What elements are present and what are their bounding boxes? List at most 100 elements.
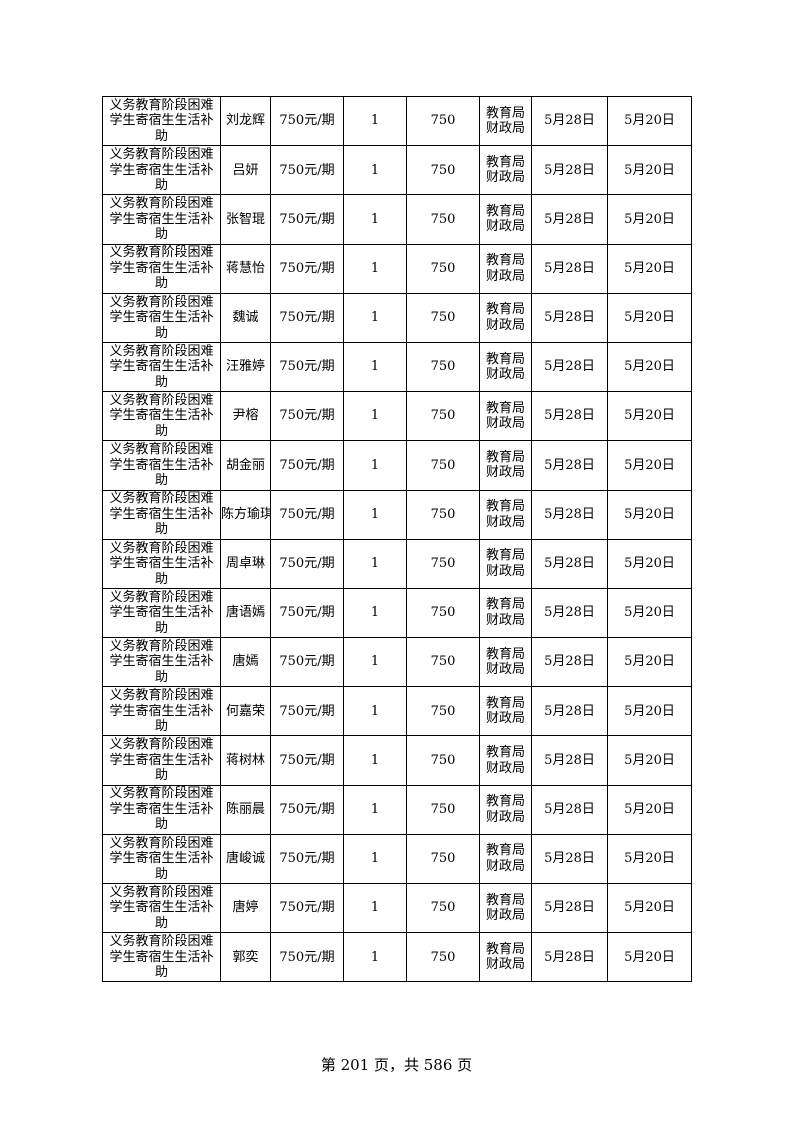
student-name-cell: 魏诚 (220, 292, 271, 343)
subsidy-item-cell: 义务教育阶段困难学生寄宿生生活补助 (102, 489, 221, 540)
date2-cell: 5月20日 (607, 391, 692, 442)
date1-cell: 5月28日 (531, 440, 608, 491)
date2-cell: 5月20日 (607, 784, 692, 835)
date1-cell: 5月28日 (531, 95, 608, 147)
table-row: 义务教育阶段困难学生寄宿生生活补助 刘龙辉 750元/期 1 750 教育局财政局 5月28… (102, 95, 692, 147)
student-name-cell: 蒋慧怡 (220, 243, 271, 294)
table-row: 义务教育阶段困难学生寄宿生生活补助 张智琨 750元/期 1 750 教育局财政局 5月28… (102, 194, 692, 245)
amount-cell: 750 (406, 489, 480, 540)
student-name-cell: 周卓琳 (220, 538, 271, 589)
table-row: 义务教育阶段困难学生寄宿生生活补助 胡金丽 750元/期 1 750 教育局财政局 5月28… (102, 440, 692, 491)
date2-cell: 5月20日 (607, 194, 692, 245)
standard-cell: 750元/期 (270, 243, 344, 294)
table-row: 义务教育阶段困难学生寄宿生生活补助 魏诚 750元/期 1 750 教育局财政局 5月28日… (102, 292, 692, 343)
amount-cell: 750 (406, 833, 480, 885)
amount-cell: 750 (406, 932, 480, 983)
subsidy-table: 义务教育阶段困难学生寄宿生生活补助 刘龙辉 750元/期 1 750 教育局财政局 5月28… (102, 95, 692, 983)
department-cell: 教育局财政局 (479, 587, 532, 639)
date1-cell: 5月28日 (531, 784, 608, 835)
amount-cell: 750 (406, 538, 480, 589)
count-cell: 1 (343, 243, 407, 294)
amount-cell: 750 (406, 95, 480, 147)
subsidy-item-cell: 义务教育阶段困难学生寄宿生生活补助 (102, 243, 221, 294)
table-row: 义务教育阶段困难学生寄宿生生活补助 汪雅婷 750元/期 1 750 教育局财政局 5月28… (102, 341, 692, 393)
date2-cell: 5月20日 (607, 932, 692, 983)
date2-cell: 5月20日 (607, 145, 692, 196)
standard-cell: 750元/期 (270, 292, 344, 343)
standard-cell: 750元/期 (270, 145, 344, 196)
subsidy-item-cell: 义务教育阶段困难学生寄宿生生活补助 (102, 95, 221, 147)
date1-cell: 5月28日 (531, 145, 608, 196)
date1-cell: 5月28日 (531, 538, 608, 589)
date1-cell: 5月28日 (531, 194, 608, 245)
date2-cell: 5月20日 (607, 95, 692, 147)
student-name-cell: 吕妍 (220, 145, 271, 196)
amount-cell: 750 (406, 194, 480, 245)
table-row: 义务教育阶段困难学生寄宿生生活补助 陈方瑜琪 750元/期 1 750 教育局财政局 5月2… (102, 489, 692, 540)
standard-cell: 750元/期 (270, 341, 344, 393)
amount-cell: 750 (406, 637, 480, 688)
department-cell: 教育局财政局 (479, 735, 532, 786)
date2-cell: 5月20日 (607, 587, 692, 639)
standard-cell: 750元/期 (270, 637, 344, 688)
subsidy-item-cell: 义务教育阶段困难学生寄宿生生活补助 (102, 391, 221, 442)
count-cell: 1 (343, 194, 407, 245)
count-cell: 1 (343, 833, 407, 885)
amount-cell: 750 (406, 243, 480, 294)
date1-cell: 5月28日 (531, 833, 608, 885)
subsidy-item-cell: 义务教育阶段困难学生寄宿生生活补助 (102, 440, 221, 491)
student-name-cell: 唐峻诚 (220, 833, 271, 885)
amount-cell: 750 (406, 440, 480, 491)
count-cell: 1 (343, 341, 407, 393)
student-name-cell: 尹榕 (220, 391, 271, 442)
count-cell: 1 (343, 440, 407, 491)
student-name-cell: 胡金丽 (220, 440, 271, 491)
table-row: 义务教育阶段困难学生寄宿生生活补助 何嘉荣 750元/期 1 750 教育局财政局 5月28… (102, 686, 692, 737)
subsidy-item-cell: 义务教育阶段困难学生寄宿生生活补助 (102, 932, 221, 983)
standard-cell: 750元/期 (270, 95, 344, 147)
department-cell: 教育局财政局 (479, 341, 532, 393)
table-row: 义务教育阶段困难学生寄宿生生活补助 陈丽晨 750元/期 1 750 教育局财政局 5月28… (102, 784, 692, 835)
student-name-cell: 陈方瑜琪 (220, 489, 271, 540)
amount-cell: 750 (406, 735, 480, 786)
date2-cell: 5月20日 (607, 489, 692, 540)
count-cell: 1 (343, 95, 407, 147)
count-cell: 1 (343, 489, 407, 540)
subsidy-item-cell: 义务教育阶段困难学生寄宿生生活补助 (102, 882, 221, 934)
date1-cell: 5月28日 (531, 735, 608, 786)
amount-cell: 750 (406, 882, 480, 934)
standard-cell: 750元/期 (270, 735, 344, 786)
count-cell: 1 (343, 686, 407, 737)
standard-cell: 750元/期 (270, 932, 344, 983)
student-name-cell: 唐婷 (220, 882, 271, 934)
standard-cell: 750元/期 (270, 882, 344, 934)
amount-cell: 750 (406, 145, 480, 196)
subsidy-item-cell: 义务教育阶段困难学生寄宿生生活补助 (102, 735, 221, 786)
subsidy-item-cell: 义务教育阶段困难学生寄宿生生活补助 (102, 538, 221, 589)
date2-cell: 5月20日 (607, 686, 692, 737)
count-cell: 1 (343, 391, 407, 442)
count-cell: 1 (343, 882, 407, 934)
date1-cell: 5月28日 (531, 391, 608, 442)
department-cell: 教育局财政局 (479, 489, 532, 540)
department-cell: 教育局财政局 (479, 882, 532, 934)
student-name-cell: 陈丽晨 (220, 784, 271, 835)
date1-cell: 5月28日 (531, 587, 608, 639)
table-row: 义务教育阶段困难学生寄宿生生活补助 唐嫣 750元/期 1 750 教育局财政局 5月28日… (102, 637, 692, 688)
table-row: 义务教育阶段困难学生寄宿生生活补助 吕妍 750元/期 1 750 教育局财政局 5月28日… (102, 145, 692, 196)
standard-cell: 750元/期 (270, 538, 344, 589)
amount-cell: 750 (406, 686, 480, 737)
student-name-cell: 郭奕 (220, 932, 271, 983)
count-cell: 1 (343, 587, 407, 639)
subsidy-item-cell: 义务教育阶段困难学生寄宿生生活补助 (102, 341, 221, 393)
date1-cell: 5月28日 (531, 932, 608, 983)
table-row: 义务教育阶段困难学生寄宿生生活补助 唐婷 750元/期 1 750 教育局财政局 5月28日… (102, 882, 692, 934)
count-cell: 1 (343, 292, 407, 343)
date2-cell: 5月20日 (607, 833, 692, 885)
department-cell: 教育局财政局 (479, 637, 532, 688)
date1-cell: 5月28日 (531, 489, 608, 540)
date1-cell: 5月28日 (531, 292, 608, 343)
count-cell: 1 (343, 932, 407, 983)
student-name-cell: 唐嫣 (220, 637, 271, 688)
count-cell: 1 (343, 637, 407, 688)
